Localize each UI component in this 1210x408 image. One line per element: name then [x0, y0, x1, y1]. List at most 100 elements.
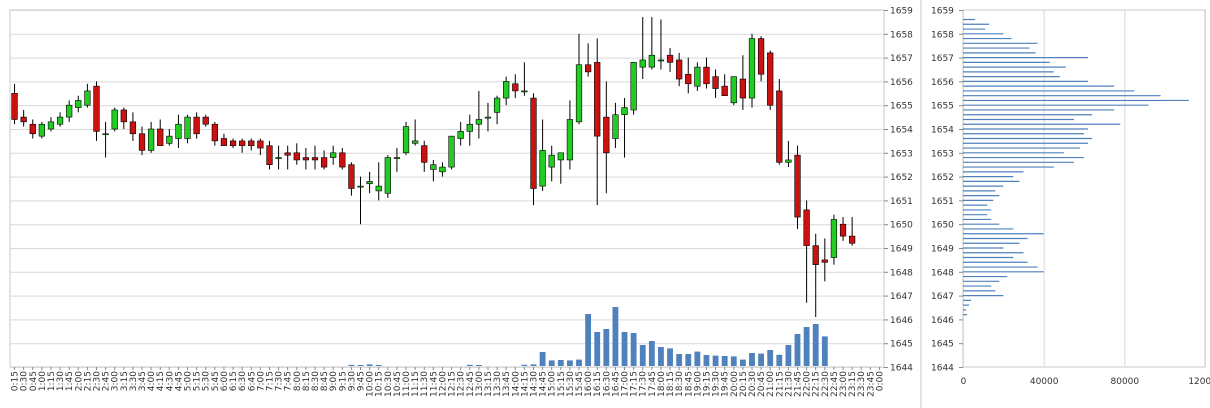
candle-body — [166, 135, 173, 144]
volume-bar — [548, 360, 555, 366]
volume-bar — [521, 364, 528, 366]
candle-body — [557, 152, 564, 161]
candle-body — [767, 52, 774, 106]
x-tick-label: 16:00 — [584, 371, 594, 397]
x-tick-label: 21:00 — [766, 371, 776, 397]
candle-body — [157, 128, 164, 146]
x-tick-label: 12:00 — [438, 371, 448, 397]
x-tick-label: 10:00 — [366, 371, 376, 397]
x-tick-label: 22:45 — [830, 371, 840, 397]
y-tick-label: 1651 — [931, 197, 954, 207]
volume-bar — [758, 353, 765, 366]
candle-body — [211, 123, 218, 142]
volume-bar — [739, 359, 746, 366]
y-tick-label: 1657 — [890, 54, 913, 64]
x-tick-label: 12:45 — [466, 371, 476, 397]
candle-body — [849, 235, 856, 244]
x-tick-label: 10:45 — [393, 371, 403, 397]
x-tick-label: 14:30 — [529, 371, 539, 397]
candle-body — [421, 145, 428, 163]
x-tick-label: 3:00 — [111, 371, 121, 391]
candle-body — [47, 121, 55, 130]
x-tick-label: 15:15 — [557, 371, 567, 397]
candle-body — [703, 66, 710, 85]
x-tick-label: 19:30 — [712, 371, 722, 397]
candle-body — [694, 66, 701, 87]
y-tick-label: 1658 — [931, 30, 954, 40]
x-tick-label: 8:45 — [320, 371, 330, 391]
volume-bar — [612, 307, 619, 366]
x-tick-label: 19:00 — [693, 371, 703, 397]
x-tick-label: 1:45 — [65, 371, 75, 391]
x-tick-label: 5:15 — [193, 371, 203, 391]
candle-body — [648, 54, 655, 68]
candle-body — [812, 245, 819, 265]
candle-body — [284, 152, 291, 156]
candle-body — [175, 123, 182, 139]
y-tick-label: 1649 — [931, 245, 954, 255]
candle-body — [84, 90, 91, 106]
volume-bar — [785, 345, 792, 366]
volume-bar — [749, 353, 755, 366]
x-tick-label: 12:15 — [448, 371, 458, 397]
x-tick-label: 10:15 — [375, 371, 385, 397]
x-tick-label: 13:45 — [502, 371, 512, 397]
x-tick-label: 1:30 — [56, 371, 66, 391]
x-tick-label: 13:15 — [484, 371, 494, 397]
volume-bar — [630, 333, 637, 366]
candle-body — [366, 181, 373, 185]
x-tick-label: 10:30 — [384, 371, 394, 397]
y-tick-label: 1651 — [890, 197, 913, 207]
volume-bar — [475, 365, 482, 366]
candle-body — [721, 85, 728, 96]
x-tick-label: 22:00 — [803, 371, 813, 397]
candle-body — [393, 157, 401, 159]
y-tick-label: 1650 — [890, 221, 913, 231]
x-tick-label: 18:30 — [675, 371, 685, 397]
candle-body — [803, 209, 810, 246]
x-tick-label: 5:45 — [211, 371, 221, 391]
candle-body — [129, 121, 137, 135]
y-tick-label: 1647 — [931, 292, 954, 302]
y-tick-label: 1650 — [931, 221, 954, 231]
volume-bar — [594, 332, 601, 366]
candle-body — [757, 38, 765, 75]
candle-body — [239, 140, 246, 146]
x-tick-label: 11:15 — [411, 371, 421, 397]
x-tick-label: 14:00 — [511, 371, 521, 397]
x-tick-label: 4:30 — [165, 371, 175, 391]
candle-body — [839, 223, 847, 237]
candle-body — [484, 116, 492, 119]
x-tick-label: 17:00 — [621, 371, 631, 397]
candle-body — [293, 152, 300, 161]
x-tick-label: 18:45 — [684, 371, 694, 397]
x-tick-label: 21:15 — [775, 371, 785, 397]
candle-body — [330, 152, 337, 158]
y-tick-label: 1644 — [890, 364, 913, 374]
candle-body — [748, 38, 756, 99]
candle-body — [302, 157, 310, 161]
y-tick-label: 1644 — [931, 364, 954, 374]
x-tick-label: 20:30 — [748, 371, 758, 397]
candle-body — [311, 157, 319, 161]
y-tick-label: 1646 — [931, 316, 954, 326]
x-tick-label: 21:30 — [784, 371, 794, 397]
candle-body — [38, 123, 45, 137]
x-tick-label: 16:15 — [593, 371, 603, 397]
candle-body — [521, 90, 528, 93]
candle-body — [712, 76, 719, 89]
volume-bar — [803, 327, 810, 366]
candle-body — [475, 119, 482, 125]
candle-body — [248, 140, 255, 146]
x-tick-label: 11:30 — [420, 371, 430, 397]
candle-body — [412, 140, 419, 144]
x-tick-label: 7:45 — [284, 371, 294, 391]
volume-bar — [539, 352, 546, 366]
y-tick-label: 1655 — [890, 102, 913, 112]
x-tick-label: 21:45 — [794, 371, 804, 397]
y-tick-label: 1655 — [931, 102, 954, 112]
volume-bar — [566, 360, 573, 366]
x-tick-label: 17:15 — [630, 371, 640, 397]
volume-bar — [648, 341, 655, 366]
y-tick-label: 1653 — [931, 149, 954, 159]
